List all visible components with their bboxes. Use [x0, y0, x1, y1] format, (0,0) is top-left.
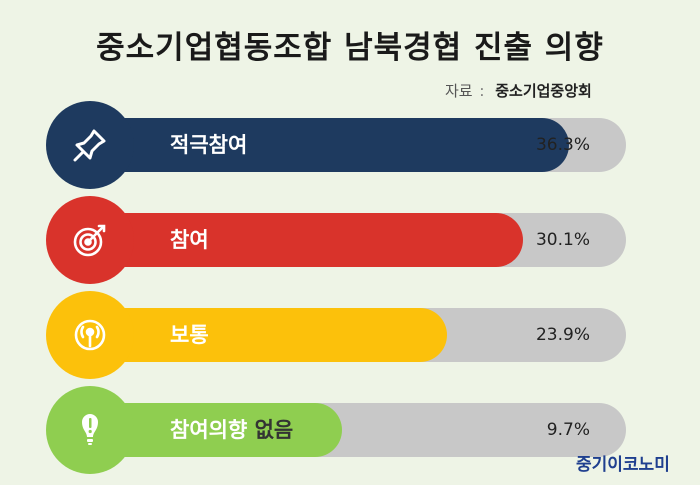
- category-label: 참여의향 없음: [170, 403, 293, 457]
- bar-row: 적극참여 36.3%: [0, 90, 700, 200]
- category-label-part: 참여의향: [170, 418, 255, 442]
- bar: [90, 118, 569, 172]
- category-label: 보통: [170, 323, 209, 347]
- value-label: 9.7%: [546, 420, 590, 440]
- source-separator: :: [479, 82, 485, 100]
- pushpin-icon: [46, 101, 134, 189]
- source-label: 자료: [445, 82, 473, 100]
- broadcast-icon: [46, 291, 134, 379]
- bar-row: 보통 23.9%: [0, 280, 700, 390]
- category-label: 참여: [170, 228, 209, 252]
- chart-title: 중소기업협동조합 남북경협 진출 의향: [96, 30, 604, 66]
- category-label-part: 없음: [254, 418, 294, 442]
- bar: [90, 213, 523, 267]
- brand-logo: 중기이코노미: [576, 455, 670, 475]
- bar-row: 참여의향 없음 9.7%: [0, 375, 700, 485]
- exclamation-icon: [46, 386, 134, 474]
- source-note: 자료 : 중소기업중앙회: [445, 80, 592, 101]
- bar-row: 참여 30.1%: [0, 185, 700, 295]
- source-value: 중소기업중앙회: [495, 82, 592, 100]
- category-label: 적극참여: [170, 133, 248, 157]
- value-label: 30.1%: [535, 230, 590, 250]
- target-icon: [46, 196, 134, 284]
- bar: [90, 308, 447, 362]
- value-label: 23.9%: [535, 325, 590, 345]
- value-label: 36.3%: [535, 135, 590, 155]
